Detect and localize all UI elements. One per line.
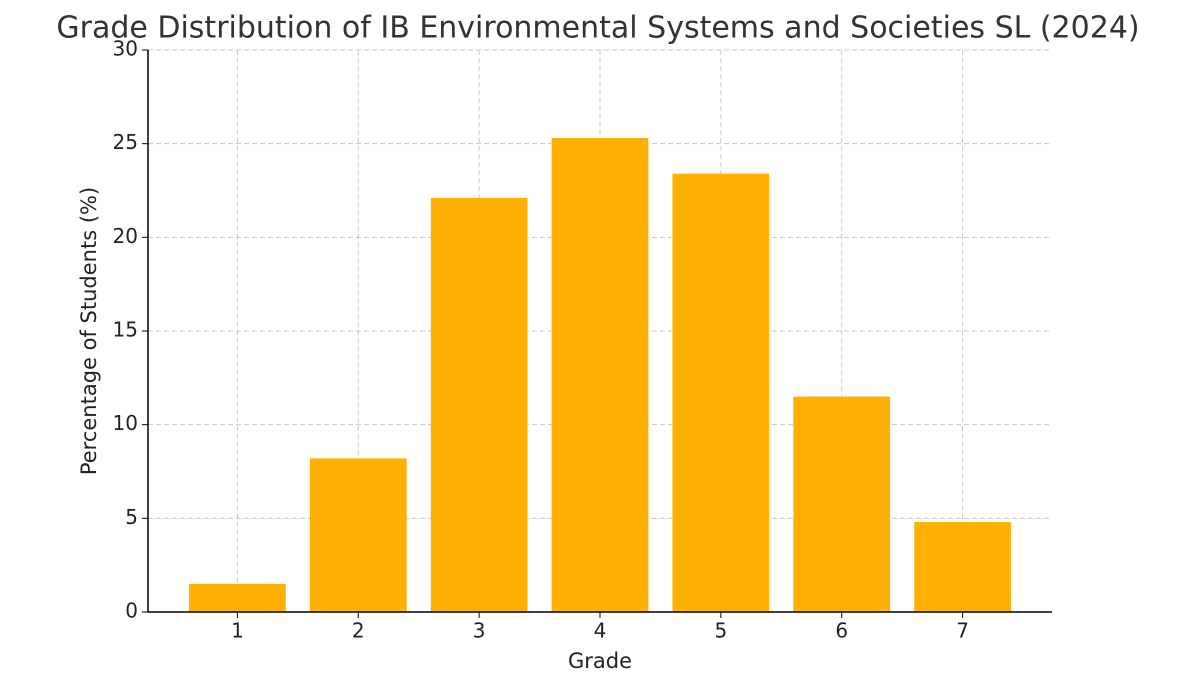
x-tick-label: 2 bbox=[352, 619, 365, 643]
y-tick-label: 5 bbox=[125, 505, 138, 529]
bar bbox=[430, 197, 528, 612]
y-tick-label: 10 bbox=[113, 411, 138, 435]
bar bbox=[309, 458, 407, 612]
x-tick-label: 7 bbox=[956, 619, 969, 643]
y-tick-label: 20 bbox=[113, 224, 138, 248]
x-tick-label: 3 bbox=[473, 619, 486, 643]
bar bbox=[189, 583, 286, 612]
y-axis-label: Percentage of Students (%) bbox=[77, 187, 101, 475]
x-tick-label: 5 bbox=[714, 619, 727, 643]
y-tick-label: 0 bbox=[125, 599, 138, 623]
y-tick-label: 25 bbox=[113, 130, 138, 154]
x-tick-label: 4 bbox=[594, 619, 607, 643]
chart-title: Grade Distribution of IB Environmental S… bbox=[56, 11, 1139, 46]
y-tick-label: 30 bbox=[113, 37, 138, 61]
bar bbox=[914, 522, 1011, 612]
x-tick-label: 1 bbox=[231, 619, 244, 643]
x-axis-label: Grade bbox=[568, 649, 632, 673]
x-tick-label: 6 bbox=[835, 619, 848, 643]
bar bbox=[551, 138, 649, 612]
bar bbox=[793, 396, 891, 612]
y-tick-label: 15 bbox=[113, 318, 138, 342]
bar bbox=[672, 173, 770, 612]
